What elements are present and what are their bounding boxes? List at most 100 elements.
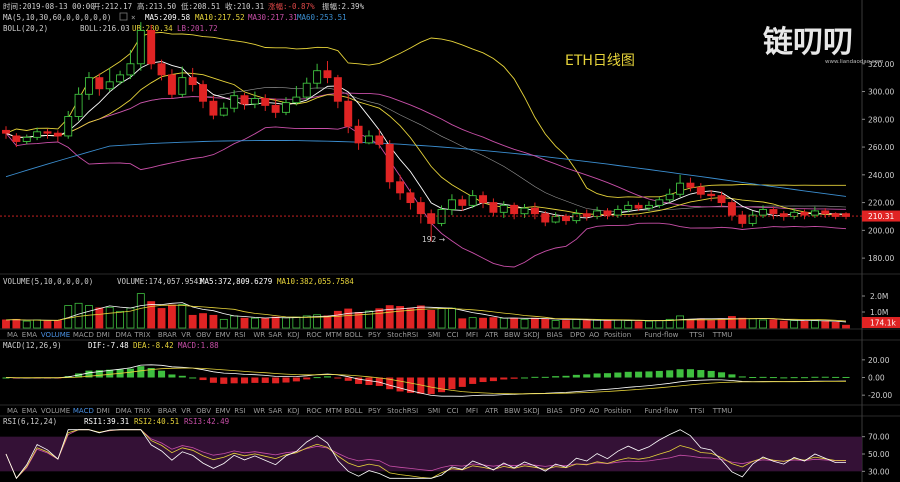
indicator-tab[interactable]: OBV [196, 331, 211, 339]
indicator-tab[interactable]: PSY [368, 407, 382, 415]
indicator-tab[interactable]: MACD [73, 331, 94, 339]
indicator-tabs-bottom[interactable]: MA EMA VOLUME MACD DMI DMA TRIX BRAR VR OBV EMV RSI… [7, 407, 732, 415]
indicator-tab[interactable]: StochRSI [387, 407, 418, 415]
volume-bar [313, 314, 322, 329]
indicator-tab[interactable]: TTMU [712, 407, 733, 415]
indicator-tab[interactable]: MACD [73, 407, 94, 415]
indicator-tab[interactable]: KDJ [287, 331, 299, 339]
macd-bar [686, 369, 694, 378]
indicator-tab[interactable]: TRIX [134, 407, 151, 415]
indicator-tab[interactable]: DMA [115, 407, 131, 415]
indicator-tab[interactable]: Position [604, 407, 631, 415]
volume-bar [624, 320, 633, 329]
candle-body [261, 98, 270, 106]
volume-bar [323, 315, 332, 329]
indicator-tab[interactable]: ROC [306, 407, 321, 415]
indicator-tab[interactable]: ATR [485, 407, 499, 415]
indicator-tab[interactable]: VR [181, 407, 191, 415]
indicator-tab[interactable]: WR [253, 331, 265, 339]
candle-body [396, 181, 405, 194]
indicator-tab[interactable]: AO [589, 331, 600, 339]
close-icon[interactable]: × [131, 13, 136, 22]
indicator-tab[interactable]: EMA [22, 407, 37, 415]
indicator-tab[interactable]: WR [253, 407, 265, 415]
indicator-tab[interactable]: DMI [96, 407, 110, 415]
settings-icon[interactable] [119, 12, 128, 21]
indicator-tab[interactable]: Fund-flow [645, 331, 679, 339]
indicator-tab[interactable]: VOLUME [41, 331, 70, 339]
indicator-tab[interactable]: BIAS [547, 331, 564, 339]
indicator-tab[interactable]: BBW [504, 331, 520, 339]
indicator-tab[interactable]: ROC [306, 331, 321, 339]
indicator-tab[interactable]: BBW [504, 407, 520, 415]
candle-body [333, 77, 342, 102]
indicator-tab[interactable]: TRIX [134, 331, 151, 339]
indicator-tab[interactable]: SMI [428, 407, 441, 415]
volume-bar [800, 320, 809, 329]
macd-bar [272, 377, 280, 384]
candle-body [593, 210, 602, 217]
indicator-tab[interactable]: SAR [268, 331, 282, 339]
indicator-tab[interactable]: VR [181, 331, 191, 339]
indicator-tab[interactable]: ATR [485, 331, 499, 339]
ma-legend-label: MA(5,10,30,60,0,0,0,0,0) [3, 13, 111, 22]
indicator-tab[interactable]: StochRSI [387, 331, 418, 339]
candle-body [105, 81, 114, 90]
candle-body [810, 210, 819, 216]
candle-body [842, 213, 850, 217]
indicator-tab[interactable]: DMI [96, 331, 110, 339]
indicator-tab[interactable]: RSI [234, 407, 245, 415]
indicator-tab[interactable]: VOLUME [41, 407, 70, 415]
indicator-tab[interactable]: MA [7, 331, 18, 339]
indicator-tab[interactable]: EMV [215, 331, 230, 339]
indicator-tab[interactable]: BOLL [345, 407, 363, 415]
indicator-tab[interactable]: BIAS [547, 407, 564, 415]
indicator-tab[interactable]: DPO [570, 407, 586, 415]
indicator-tabs-top[interactable]: MA EMA VOLUME MACD DMI DMA TRIX BRAR VR OBV EMV RSI… [7, 331, 732, 339]
indicator-tab[interactable]: Position [604, 331, 631, 339]
indicator-tab[interactable]: DMA [115, 331, 131, 339]
indicator-tab[interactable]: MTM [326, 407, 342, 415]
volume-bar [271, 316, 280, 329]
price-axis-label: 280.00 [868, 115, 894, 124]
indicator-tab[interactable]: SKDJ [523, 331, 540, 339]
indicator-tab[interactable]: SAR [268, 407, 282, 415]
indicator-tab[interactable]: Fund-flow [645, 407, 679, 415]
volume-bar [219, 318, 228, 329]
indicator-tab[interactable]: RSI [234, 331, 245, 339]
indicator-tab[interactable]: MFI [466, 407, 478, 415]
indicator-tab[interactable]: KDJ [287, 407, 299, 415]
indicator-tab[interactable]: OBV [196, 407, 211, 415]
indicator-tab[interactable]: MTM [326, 331, 342, 339]
indicator-tab[interactable]: TTSI [688, 331, 704, 339]
indicator-tab[interactable]: DPO [570, 331, 586, 339]
indicator-tab[interactable]: BRAR [158, 407, 177, 415]
indicator-tab[interactable]: MA [7, 407, 18, 415]
indicator-tab[interactable]: EMA [22, 331, 37, 339]
volume-bar [603, 320, 612, 329]
macd-bar [417, 377, 425, 394]
indicator-tab[interactable]: MFI [466, 331, 478, 339]
indicator-tab[interactable]: CCI [447, 407, 459, 415]
macd-bar [158, 370, 166, 378]
volume-bar [209, 314, 218, 329]
indicator-tab[interactable]: TTSI [688, 407, 704, 415]
indicator-tab[interactable]: TTMU [712, 331, 733, 339]
indicator-tab[interactable]: BOLL [345, 331, 363, 339]
indicator-tab[interactable]: EMV [215, 407, 230, 415]
price-axis-label: 220.00 [868, 199, 894, 208]
candle-body [437, 209, 446, 224]
indicator-tab[interactable]: SMI [428, 331, 441, 339]
macd-bar [552, 376, 560, 378]
indicator-tab[interactable]: BRAR [158, 331, 177, 339]
indicator-tab[interactable]: AO [589, 407, 600, 415]
macd-bar [261, 377, 269, 383]
macd-bar [147, 367, 155, 378]
volume-bar [769, 319, 778, 329]
indicator-tab[interactable]: CCI [447, 331, 459, 339]
indicator-tab[interactable]: PSY [368, 331, 382, 339]
indicator-tab[interactable]: SKDJ [523, 407, 540, 415]
candle-body [665, 193, 674, 201]
candle-body [292, 96, 301, 104]
